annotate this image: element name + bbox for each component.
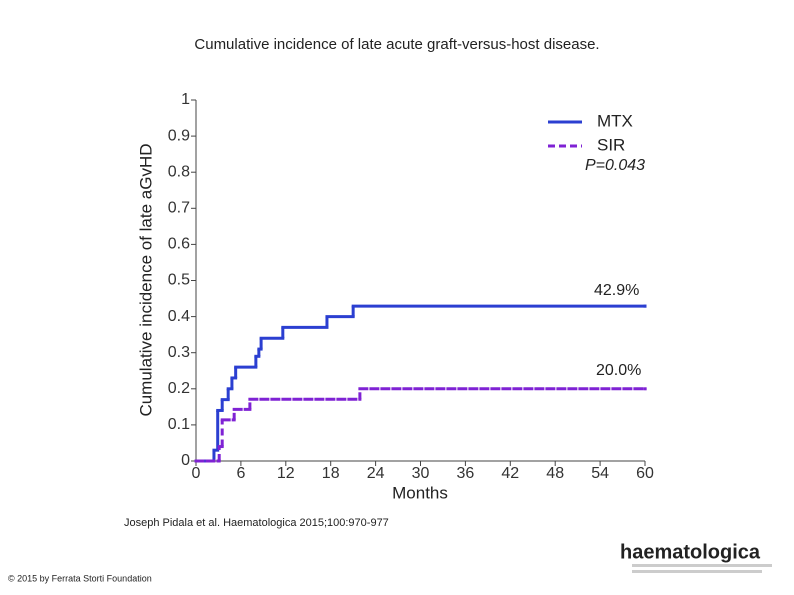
- x-tick-label: 6: [236, 465, 245, 482]
- end-label: 20.0%: [596, 362, 641, 379]
- x-tick-label: 18: [322, 465, 340, 482]
- x-tick-label: 48: [546, 465, 564, 482]
- x-tick-label: 12: [277, 465, 295, 482]
- y-tick-label: 0.6: [168, 236, 190, 253]
- legend-label: SIR: [597, 135, 625, 154]
- x-tick-label: 36: [457, 465, 475, 482]
- chart-title: Cumulative incidence of late acute graft…: [194, 36, 599, 53]
- y-tick-label: 0.4: [168, 308, 190, 325]
- copyright: © 2015 by Ferrata Storti Foundation: [8, 573, 152, 583]
- y-tick-label: 0.8: [168, 163, 190, 180]
- y-axis-label: Cumulative incidence of late aGvHD: [136, 143, 155, 416]
- y-tick-label: 0.2: [168, 380, 190, 397]
- x-tick-label: 54: [591, 465, 609, 482]
- p-value: P=0.043: [585, 157, 645, 174]
- y-tick-label: 0.3: [168, 344, 190, 361]
- caption: Joseph Pidala et al. Haematologica 2015;…: [124, 517, 389, 529]
- y-tick-label: 0.9: [168, 127, 190, 144]
- y-tick-label: 0.7: [168, 200, 190, 217]
- legend-label: MTX: [597, 111, 633, 130]
- logo: haematologica: [620, 541, 761, 563]
- end-label: 42.9%: [594, 282, 639, 299]
- y-tick-label: 1: [181, 91, 190, 108]
- x-tick-label: 30: [412, 465, 430, 482]
- x-tick-label: 60: [636, 465, 654, 482]
- x-tick-label: 42: [501, 465, 519, 482]
- y-tick-label: 0: [181, 452, 190, 469]
- logo-subtext: [632, 570, 762, 573]
- y-tick-label: 0.1: [168, 416, 190, 433]
- x-axis-label: Months: [392, 483, 448, 502]
- x-tick-label: 24: [367, 465, 385, 482]
- logo-subtext: [632, 564, 772, 567]
- y-tick-label: 0.5: [168, 272, 190, 289]
- x-tick-label: 0: [192, 465, 201, 482]
